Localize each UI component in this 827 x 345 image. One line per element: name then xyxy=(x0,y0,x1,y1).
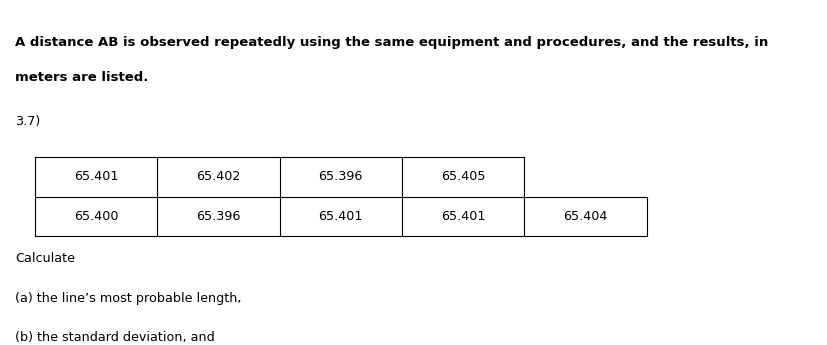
Text: 65.401: 65.401 xyxy=(441,210,485,223)
Text: 65.396: 65.396 xyxy=(196,210,241,223)
Text: (a) the line’s most probable length,: (a) the line’s most probable length, xyxy=(15,292,241,305)
Text: 65.402: 65.402 xyxy=(196,170,241,183)
Text: 65.400: 65.400 xyxy=(74,210,118,223)
Text: meters are listed.: meters are listed. xyxy=(15,71,148,84)
Text: 3.7): 3.7) xyxy=(15,115,41,128)
Text: (b) the standard deviation, and: (b) the standard deviation, and xyxy=(15,331,215,344)
Text: 65.401: 65.401 xyxy=(74,170,118,183)
Text: A distance AB is observed repeatedly using the same equipment and procedures, an: A distance AB is observed repeatedly usi… xyxy=(15,36,768,49)
Text: 65.405: 65.405 xyxy=(441,170,485,183)
Text: 65.401: 65.401 xyxy=(318,210,363,223)
Text: Calculate: Calculate xyxy=(15,252,75,265)
Text: 65.396: 65.396 xyxy=(318,170,363,183)
Text: 65.404: 65.404 xyxy=(563,210,608,223)
